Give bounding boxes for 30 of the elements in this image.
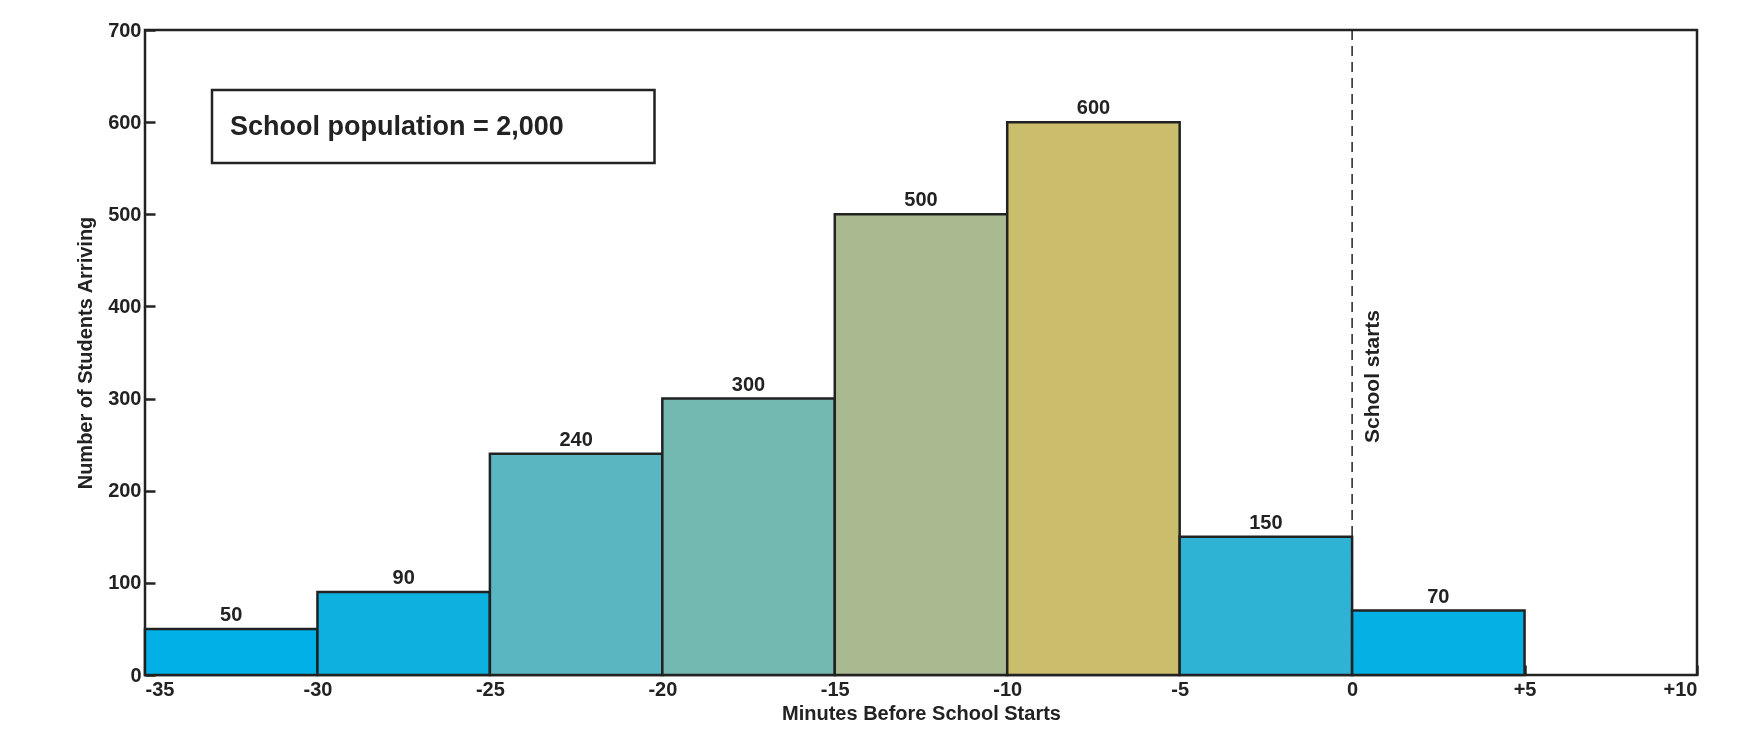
data-label: 90 [392,566,415,589]
x-tick-label: -30 [303,677,333,700]
y-tick-label: 400 [108,294,142,317]
data-label: 50 [220,602,243,625]
x-tick-label: -10 [993,677,1023,700]
x-tick-label: -35 [145,677,175,700]
annotation: School population = 2,000 [230,111,564,141]
data-label: 240 [559,427,593,450]
x-axis-title: Minutes Before School Starts [782,701,1061,724]
data-label: 600 [1076,96,1111,119]
x-tick-label: +10 [1663,677,1698,700]
y-tick-label: 500 [108,202,142,225]
data-label: 500 [904,188,938,211]
y-tick-label: 600 [108,110,142,133]
y-tick-label: 700 [108,18,142,41]
data-label: 150 [1249,510,1283,533]
y-tick-label: 100 [108,571,142,594]
x-tick-label: +5 [1513,677,1537,700]
ref-line-label: School starts [1360,309,1384,443]
x-tick-label: 0 [1347,677,1359,700]
data-label: 300 [731,372,766,395]
y-tick-label: 0 [130,663,142,686]
y-tick-label: 300 [108,387,142,410]
x-tick-label: -5 [1171,677,1190,700]
y-tick-label: 200 [108,479,142,502]
x-tick-label: -25 [475,677,505,700]
x-tick-label: -15 [820,677,850,700]
data-label: 70 [1427,584,1450,607]
y-axis-title: Number of Students Arriving [74,216,97,490]
x-tick-label: -20 [648,677,678,700]
